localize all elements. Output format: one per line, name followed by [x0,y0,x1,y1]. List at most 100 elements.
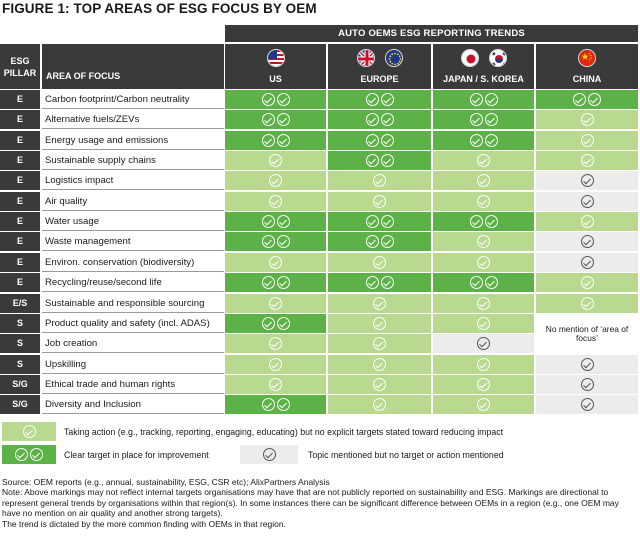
legend-dark-text: Clear target in place for improvement [64,450,209,460]
rating-cell [225,131,326,150]
source-notes: Source: OEM reports (e.g., annual, susta… [2,477,638,529]
china-no-mention-note: No mention of ‘area of focus’ [536,314,638,354]
check-icon [373,378,386,391]
area-cell: Sustainable and responsible sourcing [42,294,224,313]
legend-grey-text: Topic mentioned but no target or action … [308,450,504,460]
rating-cell [536,375,638,394]
area-cell: Upskilling [42,355,224,374]
area-cell: Alternative fuels/ZEVs [42,110,224,129]
check-icon [15,448,28,461]
rating-cell [328,212,431,231]
rating-cell [433,314,534,333]
check-icon [261,235,275,248]
check-icon [477,337,490,350]
check-icon [580,154,594,167]
header-region-us: US [225,44,326,89]
area-cell: Recycling/reuse/second life [42,273,224,292]
pillar-cell: E [0,212,40,231]
check-icon [580,195,594,208]
check-icon [477,256,490,269]
header-region-japan-korea: JAPAN / S. KOREA [433,44,534,89]
check-icon [380,276,394,289]
check-icon [580,378,594,391]
check-icon [276,398,290,411]
rating-cell [536,192,638,211]
area-cell: Waste management [42,232,224,251]
pillar-cell: S/G [0,375,40,394]
check-icon [373,317,386,330]
rating-cell [225,110,326,129]
check-icon [269,174,282,187]
rating-cell [433,171,534,190]
rating-cell [536,253,638,272]
check-icon [261,93,275,106]
rating-cell [536,151,638,170]
header-pillar-line2: PILLAR [3,67,37,78]
check-icon [22,425,36,438]
eu-flag-icon [384,49,403,67]
check-icon [380,113,394,126]
check-icon [276,235,290,248]
rating-cell [433,334,534,353]
source-line: Source: OEM reports (e.g., annual, susta… [2,477,330,487]
rating-cell [536,90,638,109]
check-icon [477,195,490,208]
header-esg-pillar: ESG PILLAR [0,44,40,89]
pillar-cell: S/G [0,395,40,414]
check-icon [365,134,379,147]
check-icon [276,93,290,106]
note-line: Note: Above markings may not reflect int… [2,487,619,519]
check-icon [365,276,379,289]
rating-cell [328,355,431,374]
header-region-label: US [269,74,282,84]
check-icon [373,398,386,411]
area-cell: Energy usage and emissions [42,131,224,150]
rating-cell [225,151,326,170]
legend-swatch-light [2,422,56,441]
check-icon [580,398,594,411]
rating-cell [433,232,534,251]
area-cell: Job creation [42,334,224,353]
rating-cell [536,395,638,414]
check-icon [276,317,290,330]
rating-cell [433,294,534,313]
check-icon [262,448,276,461]
check-icon [380,215,394,228]
check-icon [269,154,282,167]
check-icon [269,337,282,350]
check-icon [276,113,290,126]
area-cell: Diversity and Inclusion [42,395,224,414]
check-icon [477,378,490,391]
rating-cell [536,212,638,231]
rating-cell [328,253,431,272]
rating-cell [433,273,534,292]
pillar-cell: E [0,171,40,190]
pillar-cell: E [0,273,40,292]
rating-cell [536,355,638,374]
rating-cell [328,334,431,353]
rating-cell [433,110,534,129]
legend-light-text: Taking action (e.g., tracking, reporting… [64,427,504,437]
area-cell: Logistics impact [42,171,224,190]
check-icon [380,93,394,106]
check-icon [573,93,586,106]
rating-cell [536,273,638,292]
header-region-label: CHINA [572,74,602,84]
pillar-cell: E [0,151,40,170]
rating-cell [328,131,431,150]
rating-cell [225,395,326,414]
check-icon [580,297,594,310]
rating-cell [433,131,534,150]
check-icon [580,113,594,126]
check-icon [365,235,379,248]
check-icon [365,154,379,167]
check-icon [588,93,601,106]
check-icon [269,256,282,269]
check-icon [580,174,594,187]
rating-cell [225,314,326,333]
check-icon [477,398,490,411]
rating-cell [225,192,326,211]
us-flag-icon [266,49,285,67]
area-cell: Air quality [42,192,224,211]
check-icon [380,235,394,248]
